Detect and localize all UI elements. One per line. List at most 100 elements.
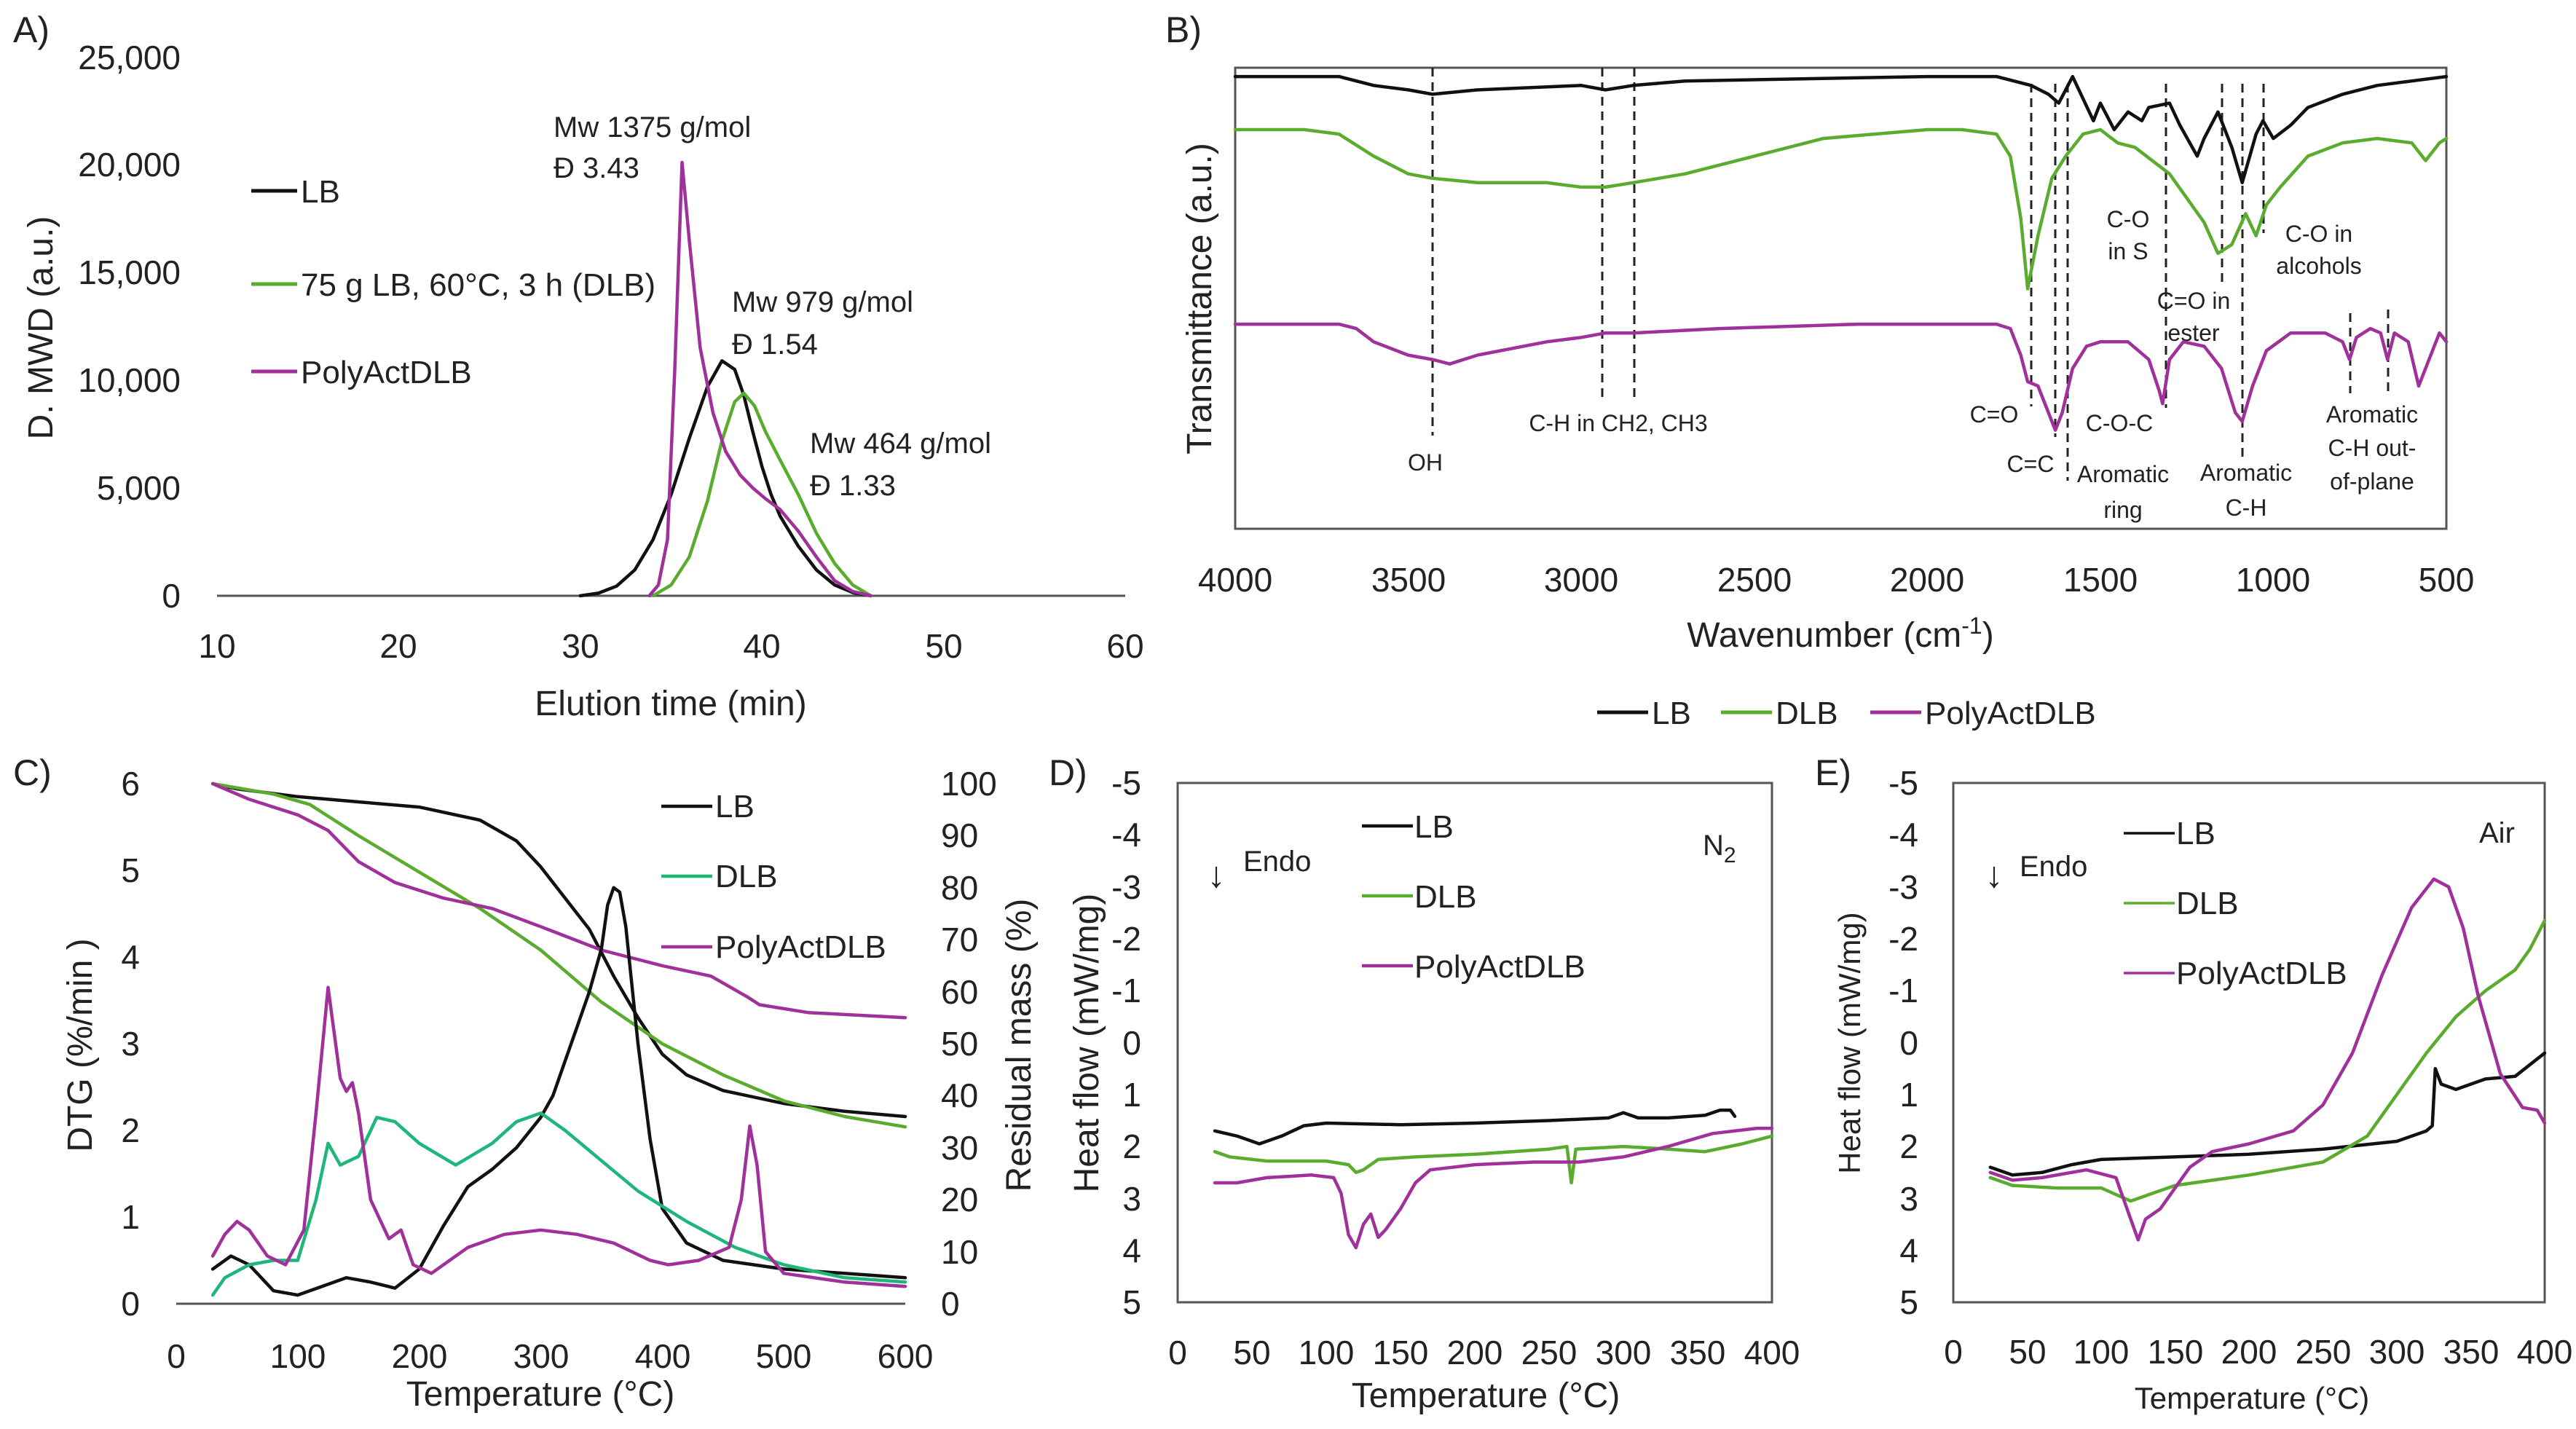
panel-c-xtick: 200	[392, 1337, 448, 1375]
panel-d-ytick: 1	[1122, 1076, 1141, 1114]
panel-b-xtick: 500	[2419, 561, 2475, 599]
panel-a-label: A)	[13, 9, 50, 50]
panel-a-xtick: 20	[379, 627, 417, 665]
panel-d-xtick: 0	[1168, 1334, 1187, 1371]
annotation-mw: Mw 464 g/mol	[810, 428, 991, 460]
legend-label: PolyActDLB	[715, 929, 886, 965]
panel-c-y2tick: 50	[941, 1025, 978, 1063]
panel-e-xtick: 400	[2517, 1333, 2573, 1371]
panel-d-ytick: -5	[1111, 764, 1141, 802]
panel-c-y2label: Residual mass (%)	[1000, 899, 1039, 1192]
panel-e-plot	[1988, 877, 2547, 1242]
legend-label: 75 g LB, 60°C, 3 h (DLB)	[301, 267, 655, 303]
series-line-polyactdlb-residual	[210, 782, 907, 1020]
panel-c-ytick: 2	[121, 1111, 140, 1149]
legend-label: LB	[2176, 816, 2215, 851]
endo-arrow-icon: ↓	[1985, 854, 2004, 895]
panel-d-xlabel: Temperature (°C)	[1352, 1377, 1620, 1415]
panel-c-y2tick: 20	[941, 1181, 978, 1219]
panel-e: E) 0 50 100 150 200 250 300 350 400 -5 -…	[1815, 752, 2572, 1415]
band-annotation: C=O	[1970, 401, 2019, 428]
legend-label: DLB	[1414, 879, 1477, 915]
panel-d-ylabel: Heat flow (mW/mg)	[1068, 894, 1106, 1193]
panel-c-ytick: 0	[121, 1285, 140, 1323]
band-annotation: ring	[2103, 497, 2142, 523]
panel-d-xtick: 200	[1447, 1334, 1503, 1371]
panel-c-plot	[210, 782, 907, 1297]
panel-a-plot	[578, 160, 873, 598]
panel-c: C) 0 100 200 300 400 500 600 0 1 2 3 4 5…	[13, 752, 1039, 1414]
series-line-dlb	[651, 391, 873, 598]
band-annotation: of-plane	[2330, 468, 2414, 495]
panel-d: D) 0 50 100 150 200 250 300 350 400 -5 -…	[1049, 752, 1800, 1415]
panel-a-ylabel: D. MWD (a.u.)	[22, 216, 60, 440]
band-annotation: C=C	[2007, 451, 2055, 477]
series-line-polyactdlb	[1233, 322, 2449, 432]
panel-b-label: B)	[1165, 9, 1202, 50]
panel-a-legend: LB 75 g LB, 60°C, 3 h (DLB) PolyActDLB	[251, 174, 655, 390]
panel-a-xtick: 60	[1106, 627, 1143, 665]
legend-label: DLB	[2176, 886, 2239, 921]
panel-b-annotations: OH C-H in CH2, CH3 C=O C=C Aromatic ring…	[1408, 206, 2418, 523]
panel-b-ylabel: Transmittance (a.u.)	[1181, 143, 1219, 454]
panel-a-xtick: 30	[562, 627, 599, 665]
legend-label: PolyActDLB	[301, 355, 472, 390]
panel-c-label: C)	[13, 752, 52, 793]
panel-c-y2tick: 80	[941, 869, 978, 907]
atmosphere-label: N2	[1703, 830, 1736, 867]
series-line-polyactdlb-dtg	[210, 985, 907, 1288]
endo-note: Endo	[2020, 851, 2087, 883]
panel-c-xtick: 300	[513, 1337, 570, 1375]
panel-c-xtick: 500	[756, 1337, 812, 1375]
band-annotation: C-H	[2226, 495, 2267, 521]
panel-e-ytick: 4	[1899, 1232, 1918, 1269]
panel-a-ytick: 5,000	[97, 469, 181, 507]
panel-e-ytick: -1	[1888, 972, 1918, 1009]
panel-e-ytick: 5	[1899, 1283, 1918, 1321]
legend-label: LB	[1652, 696, 1691, 731]
legend-label: PolyActDLB	[1925, 696, 2096, 731]
band-annotation: ester	[2167, 320, 2219, 346]
legend-label: PolyActDLB	[1414, 949, 1586, 985]
panel-e-xtick: 0	[1944, 1333, 1963, 1371]
panel-a-ytick: 15,000	[78, 253, 181, 291]
panel-e-xtick: 300	[2369, 1333, 2425, 1371]
panel-a: A) 10 20 30 40 50 60 0 5,000 10,000 15,0…	[13, 9, 1144, 723]
panel-c-ylabel: DTG (%/min )	[61, 938, 100, 1152]
series-line-dlb-residual	[210, 782, 907, 1129]
endo-note: Endo	[1243, 846, 1311, 878]
panel-c-y2tick: 30	[941, 1129, 978, 1167]
panel-b-legend: LB DLB PolyActDLB	[1597, 696, 2096, 731]
band-annotation: Aromatic	[2077, 461, 2169, 487]
panel-a-ytick: 10,000	[78, 361, 181, 399]
band-annotation: C-O in	[2285, 221, 2352, 247]
panel-e-ytick: 2	[1899, 1127, 1918, 1165]
band-annotation: Aromatic	[2326, 401, 2418, 428]
panel-d-ytick: -2	[1111, 920, 1141, 958]
legend-label: DLB	[715, 859, 778, 894]
panel-c-xtick: 400	[635, 1337, 691, 1375]
panel-e-ytick: -4	[1888, 816, 1918, 854]
panel-b-xlabel: Wavenumber (cm-1)	[1687, 613, 1993, 655]
panel-e-label: E)	[1815, 752, 1851, 793]
series-line-lb	[1213, 1108, 1737, 1146]
panel-e-xtick: 200	[2221, 1333, 2277, 1371]
panel-b-frame	[1234, 66, 2448, 530]
band-annotation: Aromatic	[2200, 460, 2292, 486]
panel-c-legend: LB DLB PolyActDLB	[661, 789, 886, 965]
band-annotation: C-O	[2107, 206, 2150, 232]
series-line-polyactdlb	[1988, 877, 2547, 1242]
series-line-dlb	[1233, 127, 2449, 291]
panel-c-xtick: 600	[878, 1337, 934, 1375]
panel-a-xtick: 40	[743, 627, 780, 665]
panel-c-y2tick: 90	[941, 816, 978, 854]
panel-d-ytick: 5	[1122, 1283, 1141, 1321]
legend-label: LB	[715, 789, 755, 824]
panel-e-ytick: 0	[1899, 1024, 1918, 1062]
endo-arrow-icon: ↓	[1208, 854, 1226, 895]
panel-e-xlabel: Temperature (°C)	[2135, 1381, 2370, 1415]
panel-e-legend: LB DLB PolyActDLB	[2124, 816, 2347, 991]
panel-d-xtick: 300	[1596, 1334, 1652, 1371]
panel-e-ytick: -3	[1888, 868, 1918, 906]
panel-c-ytick: 5	[121, 851, 140, 889]
